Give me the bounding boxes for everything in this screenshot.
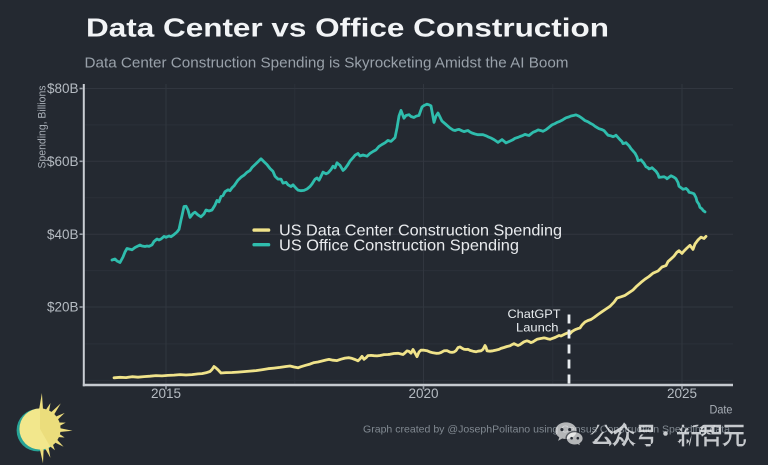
svg-text:$40B: $40B — [47, 227, 79, 242]
svg-text:Launch: Launch — [516, 321, 559, 335]
svg-text:US Office Construction Spendin: US Office Construction Spending — [279, 237, 519, 254]
svg-text:Data Center Construction Spend: Data Center Construction Spending is Sky… — [85, 55, 569, 72]
svg-text:$80B: $80B — [47, 81, 79, 96]
svg-text:ChatGPT: ChatGPT — [508, 307, 562, 321]
svg-text:2015: 2015 — [151, 386, 181, 401]
svg-text:Spending, Billions: Spending, Billions — [37, 85, 49, 168]
svg-text:Data Center vs Office Construc: Data Center vs Office Construction — [86, 13, 609, 43]
svg-text:Date: Date — [710, 403, 733, 417]
svg-text:2025: 2025 — [667, 386, 697, 401]
svg-text:Graph created by @JosephPolita: Graph created by @JosephPolitano using C… — [363, 424, 730, 436]
svg-text:$60B: $60B — [47, 154, 79, 169]
svg-text:US Data Center Construction Sp: US Data Center Construction Spending — [279, 223, 562, 240]
svg-text:2020: 2020 — [408, 386, 438, 401]
svg-text:$20B: $20B — [47, 300, 79, 315]
